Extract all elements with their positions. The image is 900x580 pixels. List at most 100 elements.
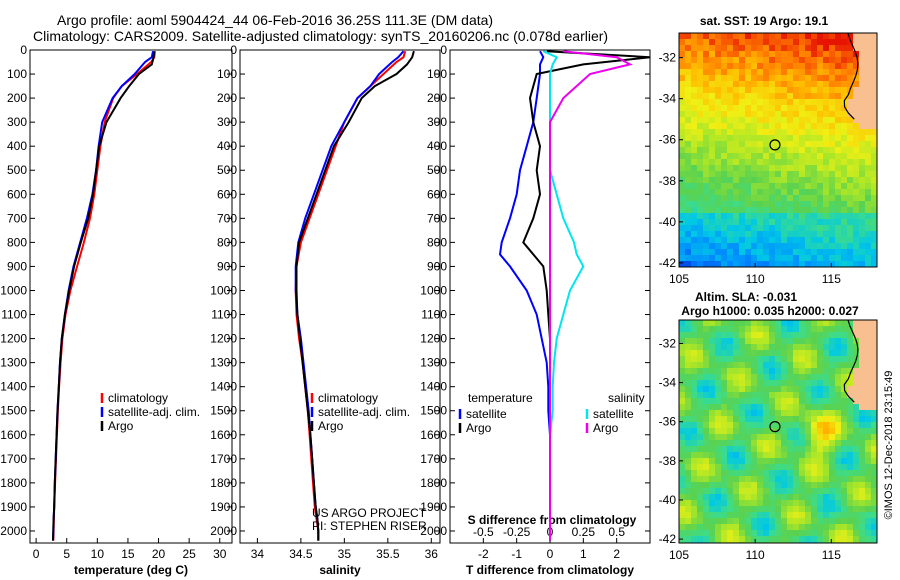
salinity-ytick-label: 1600 bbox=[210, 428, 237, 442]
temperature-xlabel: temperature (deg C) bbox=[74, 563, 188, 577]
salinity-ytick-label: 500 bbox=[217, 163, 237, 177]
salinity-ytick-label: 1100 bbox=[211, 308, 237, 322]
sst_map-coastline bbox=[843, 32, 859, 120]
difference-series-t-satellite bbox=[498, 50, 551, 541]
figure-title-line1: Argo profile: aoml 5904424_44 06-Feb-201… bbox=[57, 12, 494, 28]
temperature-xtick-label: 10 bbox=[91, 547, 105, 561]
temperature-legend-entry: satellite-adj. clim. bbox=[108, 405, 200, 419]
temperature-ytick-label: 500 bbox=[7, 163, 27, 177]
salinity-ytick-label: 2000 bbox=[210, 524, 237, 538]
difference-ytick-label: 600 bbox=[427, 187, 447, 201]
difference-xtick-label: 0 bbox=[547, 547, 554, 561]
temperature-ytick-label: 1900 bbox=[0, 500, 27, 514]
difference-series-s-argo bbox=[549, 50, 633, 541]
temperature-axes-frame bbox=[29, 49, 233, 544]
difference-ytick-label: 100 bbox=[427, 67, 447, 81]
sst_map-field bbox=[679, 33, 877, 267]
salinity-ytick-label: 300 bbox=[217, 115, 237, 129]
difference-ytick-label: 800 bbox=[427, 235, 447, 249]
temperature-ytick-label: 200 bbox=[7, 91, 27, 105]
sst_map-frame bbox=[678, 32, 878, 268]
temperature-xtick-label: 20 bbox=[152, 547, 166, 561]
difference-ytick-label: 700 bbox=[427, 211, 447, 225]
salinity-ytick-label: 600 bbox=[217, 187, 237, 201]
salinity-legend-entry: Argo bbox=[318, 419, 344, 433]
salinity-ytick-label: 1400 bbox=[210, 380, 237, 394]
difference-ytick-label: 1000 bbox=[420, 283, 447, 297]
difference-legend-title-s: salinity bbox=[608, 391, 645, 405]
difference-xtick2-label: -0.25 bbox=[503, 525, 531, 539]
difference-xtick-label: 2 bbox=[613, 547, 620, 561]
salinity-xtick-label: 34 bbox=[251, 547, 265, 561]
salinity-series-argo bbox=[295, 50, 415, 541]
sla_map-ytick-label: -32 bbox=[659, 336, 677, 350]
temperature-ytick-label: 600 bbox=[7, 187, 27, 201]
difference-ytick-label: 1500 bbox=[420, 404, 447, 418]
temperature-series-argo bbox=[52, 51, 156, 541]
difference-xtick2-label: 0.5 bbox=[608, 525, 625, 539]
difference-legend-entry-t: satellite bbox=[466, 407, 507, 421]
salinity-ytick-label: 1000 bbox=[210, 283, 237, 297]
difference-ytick-label: 900 bbox=[427, 259, 447, 273]
temperature-ytick-label: 800 bbox=[7, 235, 27, 249]
salinity-ytick-label: 1700 bbox=[210, 452, 237, 466]
temperature-xtick-label: 15 bbox=[121, 547, 135, 561]
sst_map-ytick-label: -38 bbox=[659, 174, 677, 188]
difference-xtick2-label: 0.25 bbox=[572, 525, 596, 539]
temperature-ytick-label: 1200 bbox=[0, 332, 27, 346]
temperature-ytick-label: 900 bbox=[7, 259, 27, 273]
sst_map-xtick-label: 110 bbox=[746, 272, 765, 286]
sst_map-xtick-label: 105 bbox=[669, 272, 689, 286]
temperature-xtick-label: 25 bbox=[182, 547, 196, 561]
sla_map-xtick-label: 115 bbox=[822, 548, 841, 562]
temperature-ytick-label: 1500 bbox=[0, 404, 27, 418]
salinity-ytick-label: 800 bbox=[217, 235, 237, 249]
temperature-ytick-label: 1600 bbox=[0, 428, 27, 442]
sst_map-ytick-label: -36 bbox=[659, 133, 677, 147]
salinity-ytick-label: 200 bbox=[217, 91, 237, 105]
sla_map-ytick-label: -42 bbox=[659, 532, 677, 546]
difference-ytick-label: 1900 bbox=[420, 500, 447, 514]
difference-legend-entry-s: satellite bbox=[593, 407, 634, 421]
salinity-annotation-pi: PI: STEPHEN RISER bbox=[312, 519, 427, 533]
difference-legend-title-t: temperature bbox=[468, 391, 533, 405]
temperature-ytick-label: 700 bbox=[7, 211, 27, 225]
difference-ytick-label: 0 bbox=[440, 43, 447, 57]
sst_map-ytick-label: -32 bbox=[659, 51, 677, 65]
difference-xlabel2: S difference from climatology bbox=[468, 513, 637, 527]
temperature-ytick-label: 1100 bbox=[1, 308, 27, 322]
temperature-ytick-label: 1800 bbox=[0, 476, 27, 490]
temperature-ytick-label: 400 bbox=[7, 139, 27, 153]
sst_map-ytick-label: -42 bbox=[659, 256, 677, 270]
sla_map-argo-location-marker bbox=[769, 421, 781, 433]
temperature-xtick-label: 30 bbox=[213, 547, 227, 561]
sst_map-argo-location-marker bbox=[769, 139, 781, 151]
salinity-xlabel: salinity bbox=[319, 563, 361, 577]
sla_map-xtick-label: 110 bbox=[746, 548, 765, 562]
difference-ytick-label: 1300 bbox=[420, 356, 447, 370]
sla_map-ytick-label: -40 bbox=[659, 493, 677, 507]
temperature-xtick-label: 5 bbox=[63, 547, 70, 561]
salinity-xtick-label: 34.5 bbox=[289, 547, 313, 561]
difference-ytick-label: 2000 bbox=[420, 524, 447, 538]
difference-ytick-label: 1800 bbox=[420, 476, 447, 490]
salinity-ytick-label: 700 bbox=[217, 211, 237, 225]
salinity-ytick-label: 1300 bbox=[210, 356, 237, 370]
temperature-ytick-label: 1400 bbox=[0, 380, 27, 394]
difference-ytick-label: 500 bbox=[427, 163, 447, 177]
salinity-ytick-label: 400 bbox=[217, 139, 237, 153]
sla_map-ytick-label: -36 bbox=[659, 415, 677, 429]
salinity-ytick-label: 1800 bbox=[210, 476, 237, 490]
temperature-ytick-label: 1300 bbox=[0, 356, 27, 370]
sst_map-ytick-label: -34 bbox=[659, 92, 677, 106]
sla_map-coastline bbox=[843, 319, 859, 403]
salinity-ytick-label: 900 bbox=[217, 259, 237, 273]
salinity-ytick-label: 1500 bbox=[210, 404, 237, 418]
temperature-ytick-label: 0 bbox=[20, 43, 27, 57]
difference-ytick-label: 1600 bbox=[420, 428, 447, 442]
difference-xtick2-label: -0.5 bbox=[473, 525, 494, 539]
salinity-legend-entry: climatology bbox=[318, 391, 378, 405]
difference-xtick-label: -1 bbox=[511, 547, 522, 561]
sla_map-title: Altim. SLA: -0.031 bbox=[695, 290, 797, 304]
temperature-ytick-label: 2000 bbox=[0, 524, 27, 538]
